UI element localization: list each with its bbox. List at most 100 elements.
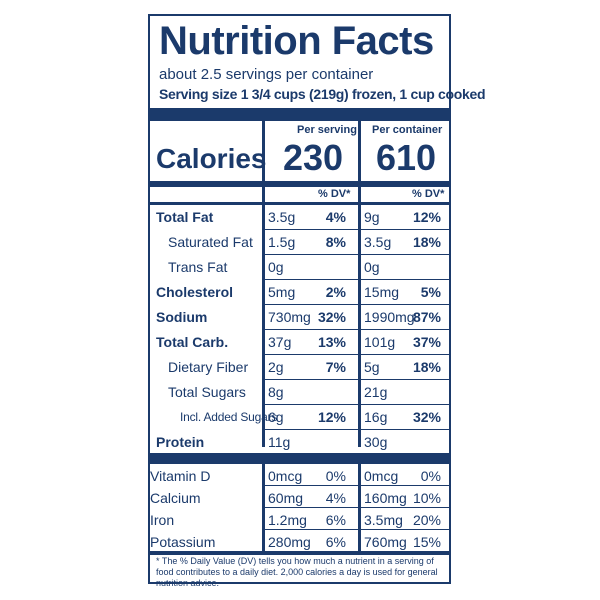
calories-label: Calories bbox=[156, 143, 267, 174]
column-divider bbox=[262, 464, 265, 552]
medium-divider bbox=[150, 181, 449, 187]
nutrient-row: Incl. Added Sugars 6g 12% 16g 32% bbox=[150, 405, 449, 430]
dv-per-serving: 4% bbox=[325, 209, 346, 225]
amount-per-container: 1990mg bbox=[364, 309, 415, 325]
dv-per-container: 12% bbox=[412, 209, 441, 225]
nutrition-facts-label: Nutrition Facts about 2.5 servings per c… bbox=[148, 14, 486, 588]
dv-per-container: 5% bbox=[420, 284, 441, 300]
nutrient-row: Saturated Fat 1.5g 8% 3.5g 18% bbox=[150, 230, 449, 255]
vitamin-row: Calcium 60mg 4% 160mg 10% bbox=[150, 486, 449, 511]
label-title: Nutrition Facts bbox=[159, 19, 434, 63]
thin-divider bbox=[150, 551, 449, 555]
row-separator bbox=[264, 379, 449, 380]
row-separator bbox=[264, 429, 449, 430]
amount-per-container: 3.5mg bbox=[364, 512, 403, 528]
thick-divider bbox=[150, 453, 449, 464]
nutrient-row: Trans Fat 0g 0g bbox=[150, 255, 449, 280]
thick-divider bbox=[150, 108, 449, 121]
nutrient-name: Trans Fat bbox=[168, 259, 228, 275]
amount-per-container: 5g bbox=[364, 359, 380, 375]
amount-per-container: 0mcg bbox=[364, 468, 399, 484]
nutrient-name: Potassium bbox=[150, 534, 216, 550]
amount-per-serving: 280mg bbox=[268, 534, 311, 550]
amount-per-serving: 6g bbox=[268, 409, 284, 425]
nutrient-name: Total Carb. bbox=[156, 334, 229, 350]
dv-per-container: 0% bbox=[420, 468, 441, 484]
column-divider bbox=[262, 121, 265, 447]
vitamin-row: Potassium 280mg 6% 760mg 15% bbox=[150, 530, 449, 555]
amount-per-serving: 8g bbox=[268, 384, 284, 400]
nutrient-name: Total Sugars bbox=[168, 384, 246, 400]
row-separator bbox=[264, 254, 449, 255]
nutrient-name: Protein bbox=[156, 434, 205, 450]
dv-per-container: 87% bbox=[412, 309, 441, 325]
amount-per-serving: 11g bbox=[268, 434, 291, 450]
amount-per-container: 101g bbox=[364, 334, 396, 350]
row-separator bbox=[264, 404, 449, 405]
dv-per-serving: 4% bbox=[325, 490, 346, 506]
amount-per-container: 16g bbox=[364, 409, 388, 425]
dv-header-serving: % DV* bbox=[318, 188, 351, 200]
dv-per-container: 20% bbox=[412, 512, 441, 528]
nutrient-name: Vitamin D bbox=[150, 468, 211, 484]
dv-per-container: 37% bbox=[412, 334, 441, 350]
amount-per-container: 3.5g bbox=[364, 234, 392, 250]
amount-per-container: 15mg bbox=[364, 284, 400, 300]
vitamin-row: Vitamin D 0mcg 0% 0mcg 0% bbox=[150, 464, 449, 489]
daily-value-footnote: * The % Daily Value (DV) tells you how m… bbox=[156, 556, 438, 588]
amount-per-container: 21g bbox=[364, 384, 388, 400]
dv-per-serving: 7% bbox=[325, 359, 346, 375]
dv-per-serving: 32% bbox=[317, 309, 346, 325]
amount-per-serving: 1.5g bbox=[268, 234, 296, 250]
row-separator bbox=[264, 485, 449, 486]
nutrient-name: Iron bbox=[150, 512, 175, 528]
dv-per-serving: 2% bbox=[325, 284, 346, 300]
amount-per-serving: 2g bbox=[268, 359, 284, 375]
amount-per-serving: 5mg bbox=[268, 284, 296, 300]
dv-per-serving: 6% bbox=[325, 512, 346, 528]
dv-per-container: 18% bbox=[412, 359, 441, 375]
dv-per-serving: 12% bbox=[317, 409, 346, 425]
row-separator bbox=[264, 354, 449, 355]
amount-per-serving: 730mg bbox=[268, 309, 311, 325]
amount-per-container: 9g bbox=[364, 209, 380, 225]
nutrient-row: Sodium 730mg 32% 1990mg 87% bbox=[150, 305, 449, 330]
dv-per-serving: 6% bbox=[325, 534, 346, 550]
dv-per-serving: 13% bbox=[317, 334, 346, 350]
nutrient-name: Calcium bbox=[150, 490, 201, 506]
column-divider bbox=[358, 464, 361, 552]
column-divider bbox=[358, 121, 361, 447]
row-separator bbox=[264, 529, 449, 530]
nutrient-row: Total Fat 3.5g 4% 9g 12% bbox=[150, 205, 449, 230]
dv-per-container: 32% bbox=[412, 409, 441, 425]
row-separator bbox=[264, 329, 449, 330]
dv-per-container: 18% bbox=[412, 234, 441, 250]
serving-size: Serving size 1 3/4 cups (219g) frozen, 1… bbox=[159, 86, 486, 102]
nutrient-row: Cholesterol 5mg 2% 15mg 5% bbox=[150, 280, 449, 305]
calories-per-container: 610 bbox=[376, 137, 437, 178]
nutrient-name: Incl. Added Sugars bbox=[180, 410, 278, 424]
amount-per-container: 30g bbox=[364, 434, 388, 450]
nutrient-name: Total Fat bbox=[156, 209, 214, 225]
vitamin-row: Iron 1.2mg 6% 3.5mg 20% bbox=[150, 508, 449, 533]
calories-per-serving: 230 bbox=[283, 137, 344, 178]
nutrient-row: Total Sugars 8g 21g bbox=[150, 380, 449, 405]
amount-per-serving: 37g bbox=[268, 334, 292, 350]
dv-per-serving: 0% bbox=[325, 468, 346, 484]
amount-per-serving: 1.2mg bbox=[268, 512, 307, 528]
nutrient-name: Saturated Fat bbox=[168, 234, 253, 250]
nutrient-name: Sodium bbox=[156, 309, 208, 325]
row-separator bbox=[264, 304, 449, 305]
dv-per-container: 10% bbox=[412, 490, 441, 506]
dv-per-container: 15% bbox=[412, 534, 441, 550]
amount-per-serving: 3.5g bbox=[268, 209, 296, 225]
per-container-header: Per container bbox=[372, 124, 443, 136]
amount-per-serving: 0mcg bbox=[268, 468, 303, 484]
row-separator bbox=[264, 279, 449, 280]
nutrient-row: Protein 11g 30g bbox=[150, 430, 449, 455]
amount-per-serving: 0g bbox=[268, 259, 284, 275]
nutrient-name: Dietary Fiber bbox=[168, 359, 249, 375]
nutrient-name: Cholesterol bbox=[156, 284, 234, 300]
dv-header-container: % DV* bbox=[412, 188, 445, 200]
nutrient-row: Dietary Fiber 2g 7% 5g 18% bbox=[150, 355, 449, 380]
